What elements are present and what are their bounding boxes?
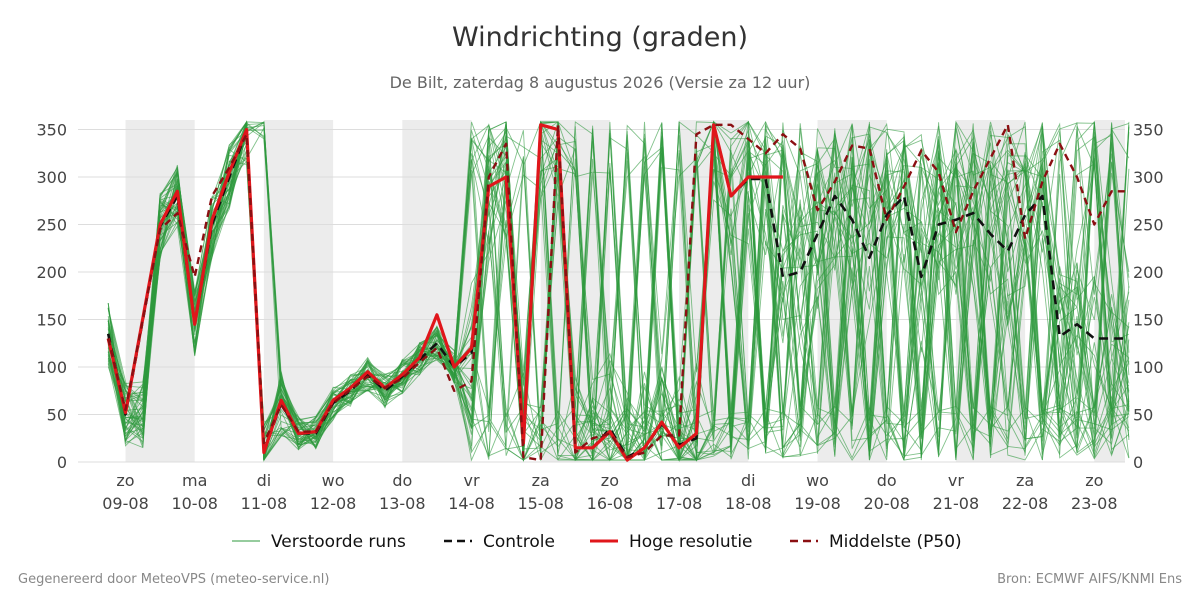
y-tick-label-left: 300 [36,168,67,187]
x-tick-date: 16-08 [587,494,634,513]
median-p50-line [107,123,1129,462]
x-tick-day: ma [182,471,207,490]
x-tick-day: zo [116,471,134,490]
x-tick-date: 22-08 [1002,494,1049,513]
ensemble-lines [107,120,1130,462]
x-tick-date: 19-08 [794,494,841,513]
y-tick-label-right: 200 [1133,263,1164,282]
y-tick-label-left: 250 [36,216,67,235]
shaded-band [125,120,195,462]
ensemble-member-line [107,123,1130,462]
ensemble-member-line [107,120,1130,461]
legend-ensemble-label: Verstoorde runs [271,532,406,552]
x-tick-day: do [392,471,412,490]
legend: Verstoorde runs Controle Hoge resolutie Mid… [232,532,962,552]
ensemble-member-line [107,121,1130,462]
x-tick-day: zo [1085,471,1103,490]
chart-subtitle: De Bilt, zaterdag 8 augustus 2026 (Versi… [389,73,811,92]
y-tick-label-left: 0 [57,453,67,472]
y-tick-label-right: 0 [1133,453,1143,472]
legend-high-resolution-label: Hoge resolutie [629,532,753,552]
ensemble-member-line [107,123,1130,461]
footer-generator: Gegenereerd door MeteoVPS (meteo-service… [18,572,330,587]
ensemble-member-line [107,128,1130,462]
x-axis: zo 09-08 ma 10-08 di 11-08 wo 12-08 do 13-08 vr 14-… [102,471,1117,513]
x-tick-day: wo [806,471,829,490]
x-tick-date: 10-08 [171,494,218,513]
main-lines [106,123,1129,462]
x-tick-day: di [257,471,272,490]
y-tick-label-right: 100 [1133,358,1164,377]
x-tick-day: wo [322,471,345,490]
y-tick-label-left: 200 [36,263,67,282]
x-tick-date: 21-08 [933,494,980,513]
footer-source: Bron: ECMWF AIFS/KNMI Ens [997,572,1182,587]
y-tick-label-right: 50 [1133,406,1153,425]
x-tick-date: 14-08 [448,494,495,513]
x-tick-day: di [741,471,756,490]
y-axis-right: 0 50 100 150 200 250 300 350 [1133,121,1164,473]
x-tick-day: vr [948,471,964,490]
legend-median-label: Middelste (P50) [829,532,962,552]
legend-control-label: Controle [483,532,555,552]
x-tick-day: za [532,471,550,490]
x-tick-day: vr [463,471,479,490]
y-tick-label-right: 350 [1133,121,1164,140]
x-tick-date: 23-08 [1071,494,1118,513]
x-tick-date: 17-08 [656,494,703,513]
y-tick-label-left: 350 [36,121,67,140]
y-tick-label-right: 250 [1133,216,1164,235]
chart-title: Windrichting (graden) [451,22,749,53]
x-tick-date: 12-08 [310,494,357,513]
ensemble-member-line [107,120,1130,462]
ensemble-member-line [107,121,1130,462]
y-tick-label-left: 150 [36,311,67,330]
y-tick-label-left: 100 [36,358,67,377]
x-tick-day: zo [601,471,619,490]
ensemble-member-line [107,121,1130,462]
x-tick-date: 20-08 [863,494,910,513]
x-tick-date: 15-08 [517,494,564,513]
y-axis-left: 0 50 100 150 200 250 300 350 [36,121,67,473]
y-tick-label-right: 150 [1133,311,1164,330]
x-tick-day: do [877,471,897,490]
y-tick-label-left: 50 [47,406,67,425]
x-tick-day: ma [666,471,691,490]
y-tick-label-right: 300 [1133,168,1164,187]
x-tick-day: za [1016,471,1034,490]
x-tick-date: 09-08 [102,494,149,513]
x-tick-date: 11-08 [241,494,288,513]
x-tick-date: 13-08 [379,494,426,513]
x-tick-date: 18-08 [725,494,772,513]
